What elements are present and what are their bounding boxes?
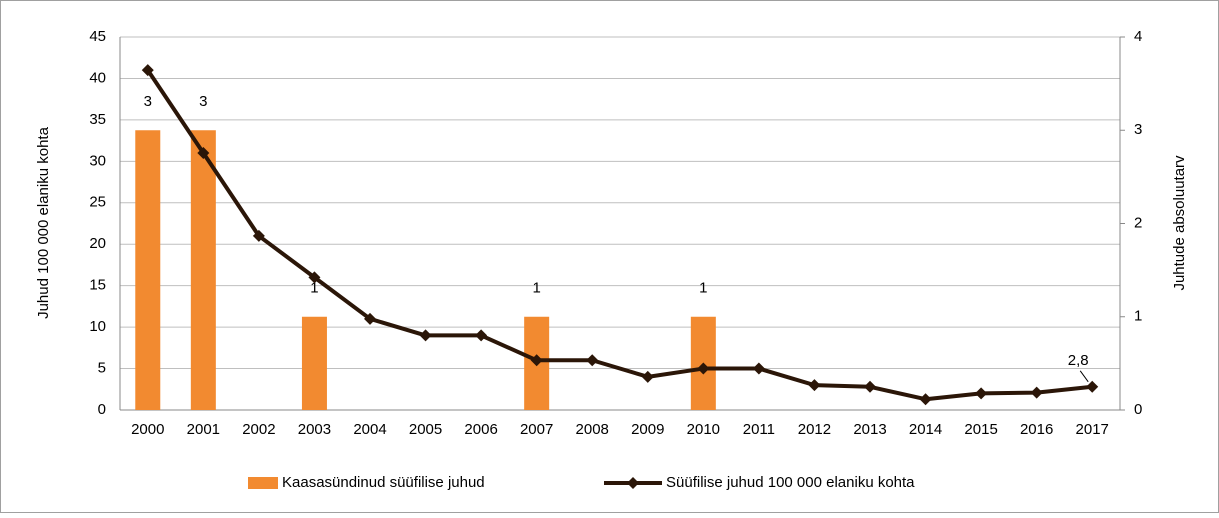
x-tick-label: 2008 [576,421,609,438]
x-tick-label: 2014 [909,421,942,438]
y-tick-label: 0 [98,401,106,418]
legend-swatch [248,477,278,489]
x-tick-label: 2013 [853,421,886,438]
bar [190,130,216,410]
y-tick-label: 10 [89,318,106,335]
bar [135,130,161,410]
y2-tick-label: 0 [1134,401,1142,418]
x-tick-label: 2003 [298,421,331,438]
marker [308,271,321,284]
x-tick-label: 2007 [520,421,553,438]
marker [697,362,710,375]
x-tick-label: 2011 [743,421,775,438]
y-tick-label: 20 [89,235,106,252]
marker [252,229,265,242]
data-label: 2,8 [1068,352,1089,369]
x-tick-label: 2006 [464,421,497,438]
data-label: 1 [699,280,707,297]
x-tick-label: 2001 [187,421,220,438]
line [146,69,1093,402]
marker [364,312,376,325]
y-axis-title: Juhud 100 000 elaniku kohta [35,126,52,318]
marker [419,329,432,342]
marker [1030,386,1043,399]
marker [919,393,932,406]
x-tick-label: 2002 [242,421,275,438]
x-tick-label: 2017 [1076,421,1109,438]
y2-tick-label: 1 [1134,308,1142,325]
marker [1086,380,1099,393]
x-tick-label: 2000 [131,421,164,438]
legend-label: Süüfilise juhud 100 000 elaniku kohta [666,474,915,491]
marker [808,379,821,392]
y2-tick-label: 4 [1134,28,1142,45]
marker [530,354,543,367]
y2-tick-label: 2 [1134,214,1142,231]
marker [197,147,210,160]
x-tick-label: 2010 [687,421,720,438]
y2-tick-label: 3 [1134,121,1142,138]
marker [752,362,765,375]
x-tick-label: 2004 [353,421,386,438]
marker [641,370,654,383]
y-tick-label: 35 [89,111,106,128]
label-leader [1079,370,1089,383]
x-tick-label: 2015 [964,421,997,438]
data-label: 1 [532,280,540,297]
x-tick-label: 2016 [1020,421,1053,438]
y-tick-label: 45 [89,28,106,45]
y-tick-label: 5 [98,360,106,377]
x-tick-label: 2012 [798,421,831,438]
legend-label: Kaasasündinud süüfilise juhud [282,474,485,491]
y-tick-label: 25 [89,194,106,211]
y2-axis-title: Juhtude absoluutarv [1171,155,1188,291]
x-tick-label: 2009 [631,421,664,438]
marker [475,329,488,342]
legend-marker [627,477,639,489]
y-tick-label: 40 [89,69,106,86]
y-tick-label: 15 [89,277,106,294]
bar [301,316,327,410]
marker [864,380,876,393]
marker [975,387,988,400]
data-label: 3 [144,93,152,110]
x-tick-label: 2005 [409,421,442,438]
marker [141,64,154,77]
data-label: 1 [310,280,318,297]
y-tick-label: 30 [89,152,106,169]
data-label: 3 [199,93,207,110]
marker [586,354,599,367]
